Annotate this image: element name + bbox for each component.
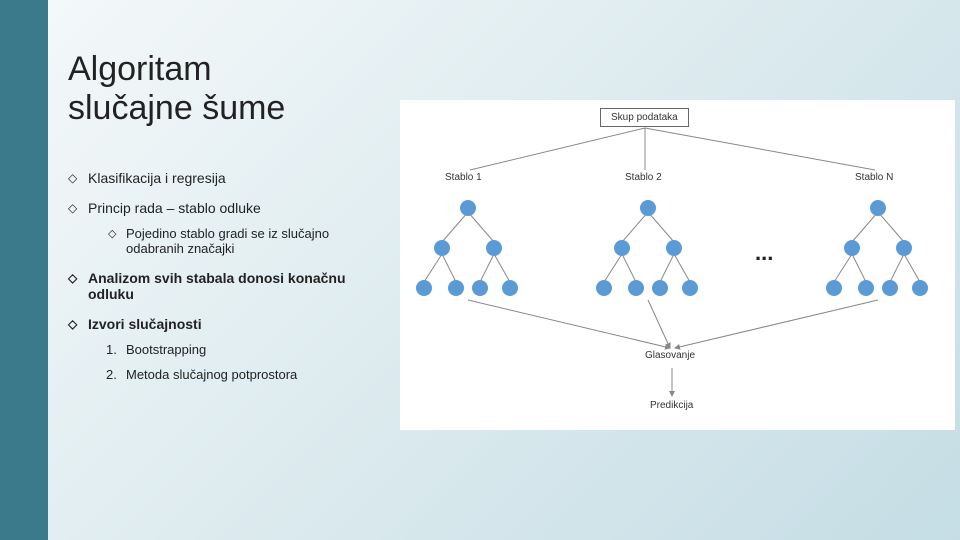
treeN-label: Stablo N [855,172,893,183]
bullet-content: Klasifikacija i regresija Princip rada –… [68,170,388,396]
tree2-n1 [614,240,630,256]
treeN-root [870,200,886,216]
tree1-l1 [416,280,432,296]
predict-label: Predikcija [650,400,693,411]
bullet-3-text: Analizom svih stabala donosi konačnu odl… [88,270,346,302]
tree1-root [460,200,476,216]
top-box-label: Skup podataka [611,112,678,123]
tree1-l3 [472,280,488,296]
tree1-l4 [502,280,518,296]
vote-label: Glasovanje [645,350,695,361]
tree1-label: Stablo 1 [445,172,482,183]
numbered-2: 2. Metoda slučajnog potprostora [88,367,388,382]
treeN-l3 [882,280,898,296]
bullet-4: Izvori slučajnosti 1. Bootstrapping 2. Met… [68,316,388,382]
bullet-3: Analizom svih stabala donosi konačnu odl… [68,270,388,302]
tree2-root [640,200,656,216]
random-forest-diagram: Skup podataka Stablo 1 Stablo 2 Stablo N… [400,100,955,430]
tree1-n1 [434,240,450,256]
ellipsis: ... [755,240,773,266]
num-1: 1. [106,342,117,357]
top-box: Skup podataka [600,108,689,127]
treeN-l1 [826,280,842,296]
numbered-1: 1. Bootstrapping [88,342,388,357]
tree2-n2 [666,240,682,256]
title-line-2: slučajne šume [68,89,285,127]
slide-title: Algoritam slučajne šume [68,50,285,128]
diagram-connectors [400,100,955,430]
num-2-text: Metoda slučajnog potprostora [126,367,297,382]
tree2-l1 [596,280,612,296]
bullet-4-text: Izvori slučajnosti [88,316,202,332]
tree2-l4 [682,280,698,296]
title-line-1: Algoritam [68,50,212,88]
bullet-1-text: Klasifikacija i regresija [88,170,226,186]
tree1-l2 [448,280,464,296]
num-2: 2. [106,367,117,382]
bullet-2: Princip rada – stablo odluke Pojedino st… [68,200,388,256]
treeN-l2 [858,280,874,296]
tree2-l3 [652,280,668,296]
bullet-2-sub: Pojedino stablo gradi se iz slučajno oda… [88,226,388,256]
treeN-n1 [844,240,860,256]
tree2-label: Stablo 2 [625,172,662,183]
tree1-n2 [486,240,502,256]
treeN-n2 [896,240,912,256]
bullet-2-text: Princip rada – stablo odluke [88,200,261,216]
tree2-l2 [628,280,644,296]
accent-bar [0,0,48,540]
bullet-2-sub-text: Pojedino stablo gradi se iz slučajno oda… [126,226,329,256]
num-1-text: Bootstrapping [126,342,206,357]
bullet-1: Klasifikacija i regresija [68,170,388,186]
treeN-l4 [912,280,928,296]
